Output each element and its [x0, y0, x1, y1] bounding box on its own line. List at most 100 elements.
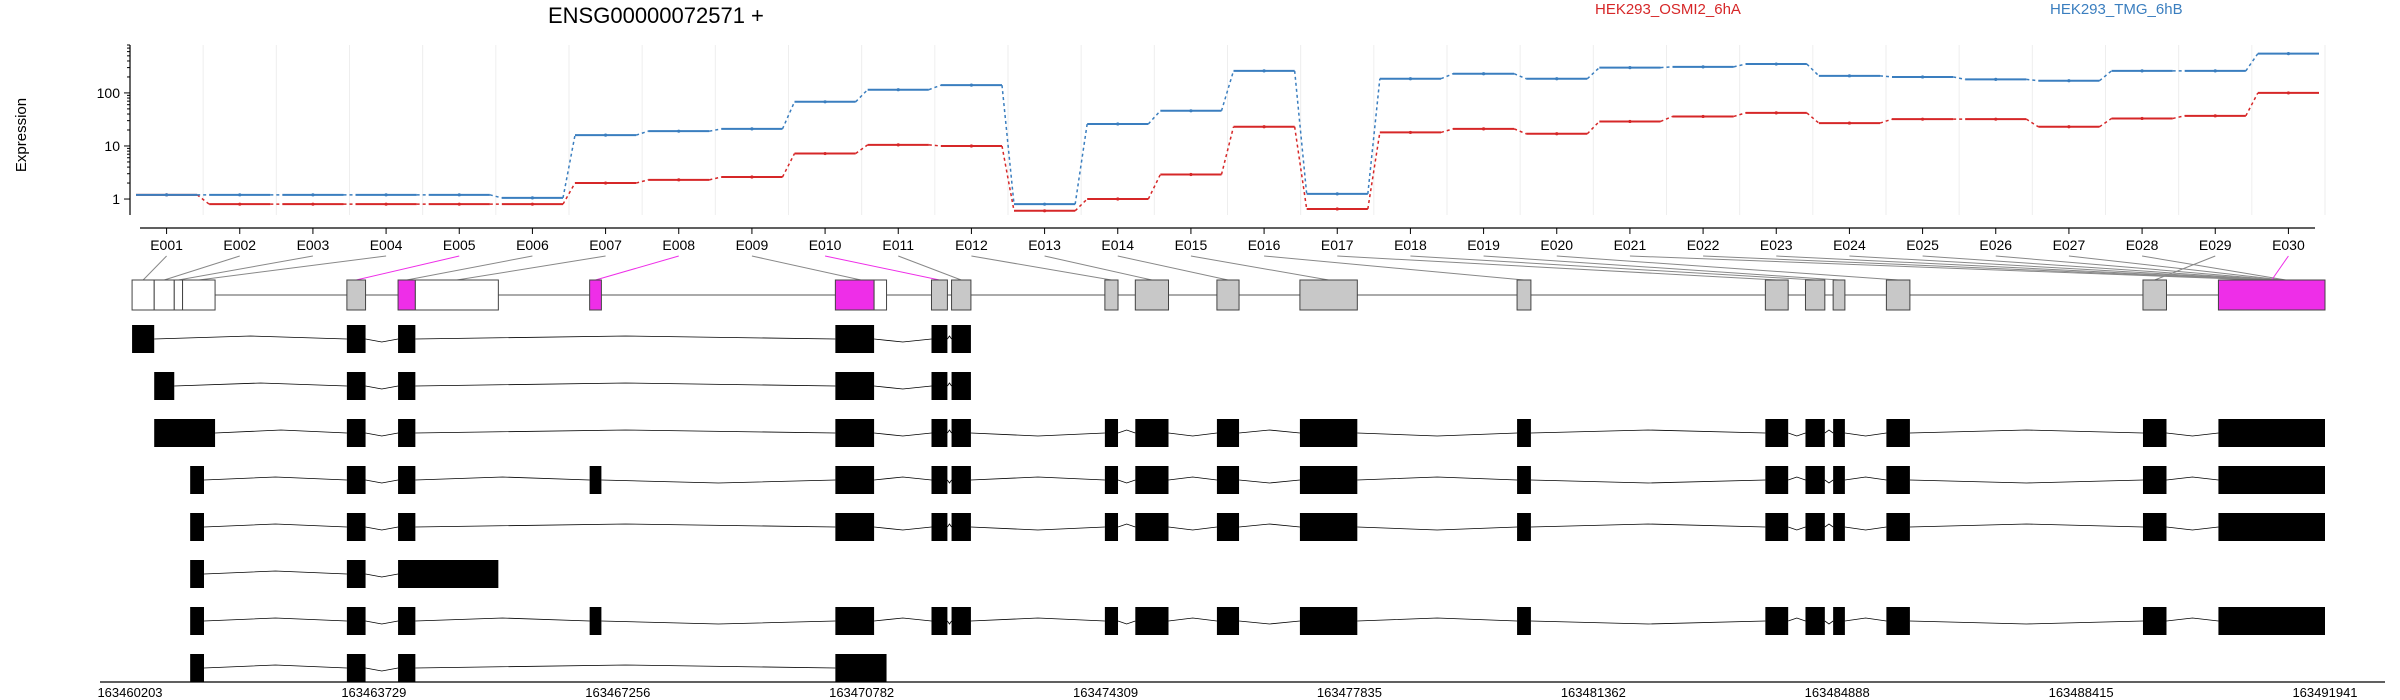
transcript-exon — [398, 654, 416, 682]
series-connector — [2099, 70, 2112, 82]
transcript-exon — [346, 419, 366, 447]
series-connector — [2245, 92, 2259, 117]
transcript-intron — [947, 523, 952, 528]
series-point — [2140, 116, 2144, 121]
series-point — [238, 193, 242, 197]
series-point — [2286, 91, 2291, 95]
transcript-exon — [346, 513, 366, 541]
exon-connector — [164, 255, 240, 281]
transcript-intron — [203, 476, 347, 481]
transcript-exon — [1886, 419, 1910, 447]
transcript-intron — [970, 526, 1105, 531]
exon-connector — [2068, 255, 2283, 281]
transcript-intron — [415, 523, 836, 528]
genomic-tick-label: 163474309 — [1073, 685, 1138, 700]
series-connector — [489, 194, 503, 199]
transcript-exon — [398, 325, 416, 353]
transcript-exon — [835, 325, 875, 353]
series-point — [1335, 207, 1339, 211]
series-connector — [2026, 78, 2039, 82]
exon-label: E002 — [223, 237, 256, 253]
transcript-intron — [1168, 432, 1217, 437]
transcript-exon — [1833, 466, 1845, 494]
transcript-exon — [1833, 607, 1845, 635]
exon-connector — [1849, 255, 2273, 281]
transcript-intron — [203, 664, 347, 669]
series-point — [1920, 75, 1925, 79]
exon-connector — [1776, 255, 2269, 281]
transcript-intron — [1117, 523, 1136, 528]
series-connector — [855, 89, 869, 103]
exon-connector — [1629, 255, 2262, 281]
exon-connector — [1044, 255, 1153, 281]
series-connector — [2172, 115, 2185, 120]
transcript-intron — [415, 382, 836, 387]
exon-connector — [2154, 255, 2216, 281]
series-connector — [1733, 112, 1746, 118]
y-tick-label: 10 — [104, 138, 120, 154]
transcript-intron — [1357, 476, 1518, 481]
gene-exon — [1104, 279, 1119, 311]
gene-exon — [873, 279, 888, 311]
exon-connector — [1410, 255, 1816, 281]
series-point — [457, 202, 461, 206]
series-connector — [1660, 66, 1673, 69]
transcript-exon — [1886, 466, 1910, 494]
series-point — [1774, 62, 1778, 66]
series-connector — [1733, 63, 1746, 68]
exon-label: E007 — [589, 237, 622, 253]
series-connector — [1001, 85, 1015, 205]
transcript-intron — [1909, 620, 2143, 625]
gene-exon — [1299, 279, 1358, 311]
genomic-tick-label: 163484888 — [1805, 685, 1870, 700]
exon-connector — [1264, 255, 1525, 281]
transcript-exon — [346, 560, 366, 588]
series-point — [2286, 52, 2291, 56]
exon-connector — [356, 255, 460, 281]
series-point — [1042, 202, 1047, 206]
series-connector — [1586, 67, 1600, 80]
genomic-axis: 163460203 163463729 163467256 163470782 1634… — [97, 681, 2385, 700]
transcript-intron — [1530, 620, 1766, 625]
gene-exon — [1804, 279, 1826, 311]
transcript-intron — [2166, 432, 2219, 437]
transcript-exon — [2218, 419, 2325, 447]
transcript-4 — [190, 466, 2325, 494]
series-point — [384, 202, 388, 206]
transcript-exon — [346, 325, 366, 353]
gene-exon — [2217, 279, 2326, 311]
transcript-exon — [190, 654, 205, 682]
exon-connectors — [142, 255, 2289, 281]
gene-exon — [153, 279, 175, 311]
series-point — [164, 193, 169, 197]
series-point — [1847, 74, 1852, 78]
transcript-intron — [947, 479, 952, 484]
transcript-exon — [1216, 513, 1240, 541]
exon-connector — [1703, 255, 2266, 281]
series-point — [2067, 79, 2071, 83]
exon-label: E009 — [736, 237, 769, 253]
series-connector — [1147, 174, 1162, 200]
transcript-intron — [1239, 429, 1300, 434]
transcript-intron — [1168, 476, 1217, 481]
transcript-intron — [415, 476, 590, 481]
series-point — [603, 181, 608, 185]
exon-label: E027 — [2053, 237, 2086, 253]
transcript-exon — [1833, 419, 1845, 447]
series-connector — [709, 176, 722, 181]
transcript-intron — [1530, 479, 1766, 484]
series-point — [2213, 69, 2217, 73]
transcript-intron — [874, 432, 932, 437]
series-point — [530, 202, 535, 206]
transcript-intron — [1168, 526, 1217, 531]
transcript-8 — [190, 654, 887, 682]
transcript-intron — [970, 617, 1105, 622]
transcript-intron — [1117, 429, 1136, 434]
transcript-intron — [1788, 476, 1806, 481]
series-point — [1262, 69, 1266, 73]
series-point — [1701, 114, 1705, 119]
exon-connector — [595, 255, 679, 281]
transcript-intron — [1357, 617, 1518, 622]
exon-label: E001 — [150, 237, 183, 253]
series-point — [823, 151, 827, 156]
